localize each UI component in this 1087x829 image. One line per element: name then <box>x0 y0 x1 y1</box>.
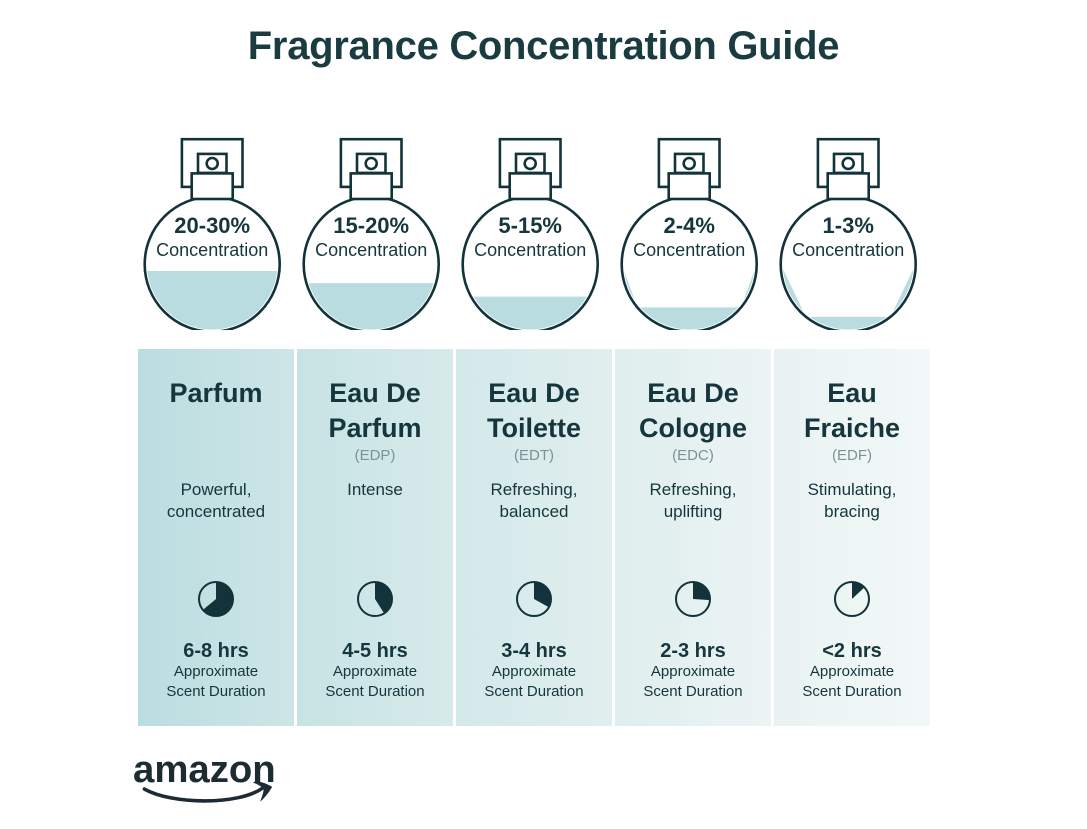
svg-text:2-4%: 2-4% <box>663 213 714 238</box>
svg-text:Concentration: Concentration <box>474 240 586 260</box>
svg-text:Concentration: Concentration <box>156 240 268 260</box>
svg-text:amazon: amazon <box>133 748 276 791</box>
svg-text:Concentration: Concentration <box>633 240 745 260</box>
svg-text:1-3%: 1-3% <box>822 213 873 238</box>
svg-text:15-20%: 15-20% <box>333 213 409 238</box>
svg-text:Concentration: Concentration <box>792 240 904 260</box>
svg-text:20-30%: 20-30% <box>174 213 250 238</box>
svg-text:5-15%: 5-15% <box>498 213 562 238</box>
svg-text:Concentration: Concentration <box>315 240 427 260</box>
